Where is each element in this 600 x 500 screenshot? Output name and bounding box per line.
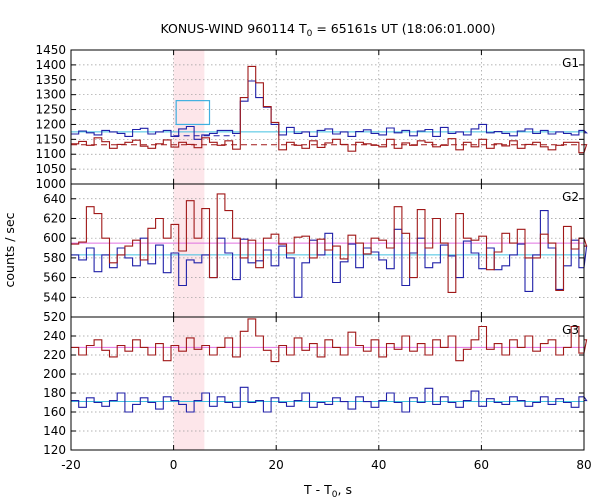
y-tick-label: 1350: [35, 73, 66, 87]
x-tick-label: 0: [170, 458, 178, 472]
y-tick-label: 1250: [35, 103, 66, 117]
plot-area: 1000105011001150120012501300135014001450…: [35, 43, 591, 472]
y-tick-label: 1300: [35, 88, 66, 102]
x-tick-label: 40: [371, 458, 386, 472]
x-axis-label: T - T0, s: [303, 482, 352, 500]
y-tick-label: 180: [43, 386, 66, 400]
y-tick-label: 640: [43, 192, 66, 206]
y-axis-label: counts / sec: [2, 212, 17, 287]
y-tick-label: 140: [43, 424, 66, 438]
y-tick-label: 1150: [35, 132, 66, 146]
y-tick-label: 580: [43, 251, 66, 265]
panel-g3: 120 140 160 180 200 220 240 G3: [43, 316, 588, 457]
x-tick-label: -20: [61, 458, 81, 472]
panel-label: G3: [562, 323, 579, 337]
y-tick-label: 1000: [35, 177, 66, 191]
y-tick-label: 200: [43, 367, 66, 381]
panel-g2: 520 540 560 580 600 620 640 G2: [43, 183, 588, 324]
y-tick-label: 160: [43, 405, 66, 419]
y-tick-label: 1050: [35, 162, 66, 176]
y-tick-label: 560: [43, 271, 66, 285]
lightcurve-blue: [71, 210, 588, 298]
y-tick-label: 220: [43, 348, 66, 362]
panel-frame: [70, 49, 585, 185]
y-tick-label: 1200: [35, 117, 66, 131]
lightcurve-red: [71, 65, 588, 154]
y-tick-label: 240: [43, 329, 66, 343]
x-tick-label: 20: [269, 458, 284, 472]
x-tick-label: 60: [474, 458, 489, 472]
y-tick-label: 1450: [35, 43, 66, 57]
chart-title: KONUS-WIND 960114 T0 = 65161s UT (18:06:…: [160, 21, 495, 39]
y-tick-label: 1100: [35, 147, 66, 161]
y-tick-label: 1400: [35, 58, 66, 72]
lightcurve-blue: [71, 386, 588, 413]
y-tick-label: 120: [43, 443, 66, 457]
x-tick-label: 80: [576, 458, 591, 472]
lightcurve-red: [71, 318, 588, 363]
lightcurve-red: [71, 193, 588, 293]
panel-label: G2: [562, 190, 579, 204]
y-tick-label: 520: [43, 310, 66, 324]
y-tick-label: 540: [43, 290, 66, 304]
y-tick-label: 620: [43, 211, 66, 225]
burst-fit-box: [175, 100, 211, 126]
y-tick-label: 600: [43, 231, 66, 245]
lightcurve-blue: [71, 80, 589, 140]
panel-frame: [70, 316, 585, 451]
panel-label: G1: [562, 56, 579, 70]
panel-g1: 1000105011001150120012501300135014001450…: [35, 43, 589, 191]
